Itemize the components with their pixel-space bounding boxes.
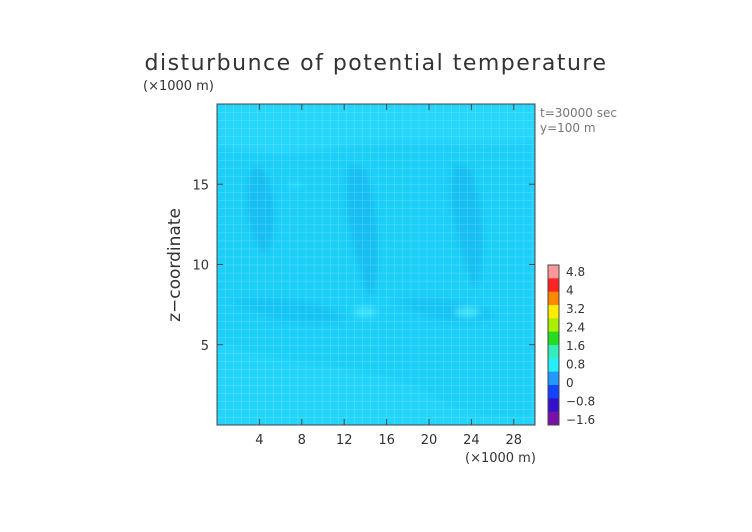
plot-area [216,103,536,426]
colorbar: 4.8 4 3.2 2.4 1.6 0.8 0 −0.8 −1.6 [547,264,595,427]
x-tick-label: 28 [506,433,523,448]
colorbar-frame [547,264,560,426]
colorbar-swatch [548,345,559,359]
x-tick-label: 12 [336,433,353,448]
colorbar-swatch [548,371,559,386]
x-tick-label: 20 [421,433,438,448]
y-tick-label: 15 [192,178,209,193]
colorbar-label: −0.8 [566,395,595,409]
colorbar-swatch [548,318,559,333]
colorbar-swatch [548,265,559,279]
colorbar-swatch [548,331,559,346]
x-tick-label: 16 [378,433,395,448]
x-tick-label: 4 [255,433,263,448]
y-axis-label: z−coordinate [165,208,185,322]
colorbar-label: 1.6 [566,339,585,353]
y-tick-label: 10 [192,259,209,274]
colorbar-swatch [548,278,559,293]
y-axis-ticks: 5 10 15 [192,178,535,354]
colorbar-swatch [548,385,559,399]
colorbar-label: 2.4 [566,321,585,335]
colorbar-label: 0.8 [566,358,585,372]
grid-lines [217,104,535,425]
colorbar-swatch [548,358,559,373]
x-unit-label: (×1000 m) [465,451,536,466]
colorbar-label: 0 [566,376,574,390]
colorbar-label: 3.2 [566,302,585,316]
chart-title: disturbunce of potential temperature [145,51,608,76]
info-time: t=30000 sec [540,106,617,120]
colorbar-swatch [548,398,559,413]
y-unit-label: (×1000 m) [143,79,214,94]
colorbar-label: 4 [566,284,574,298]
y-tick-label: 5 [201,339,209,354]
x-tick-label: 8 [298,433,306,448]
x-axis-ticks: 4 8 12 16 20 24 28 [255,104,522,448]
colorbar-label: −1.6 [566,413,595,427]
colorbar-swatch [548,291,559,306]
colorbar-label: 4.8 [566,265,585,279]
x-tick-label: 24 [463,433,480,448]
info-position: y=100 m [540,121,596,135]
colorbar-swatch [548,411,559,426]
colorbar-swatch [548,305,559,319]
